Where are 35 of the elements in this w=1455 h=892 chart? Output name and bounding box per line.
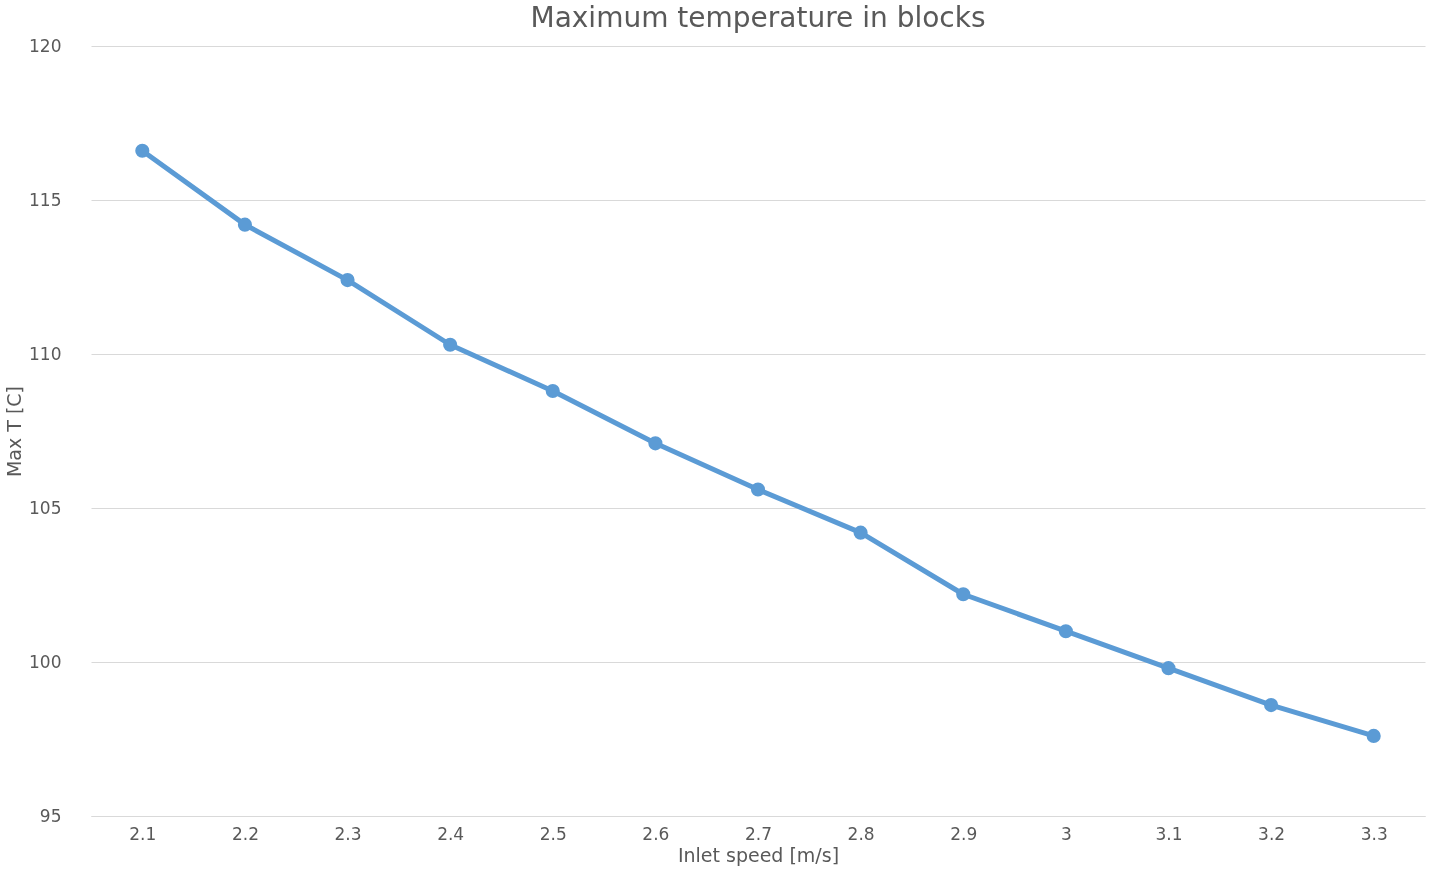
x-tick-label: 3.1 xyxy=(1155,823,1183,844)
y-tick-label: 100 xyxy=(29,651,62,672)
x-tick-label: 2.9 xyxy=(950,823,978,844)
point xyxy=(1058,624,1073,639)
point xyxy=(853,525,868,540)
y-tick-label: 120 xyxy=(29,35,62,56)
x-tick-label: 2.8 xyxy=(847,823,875,844)
y-axis-title: Max T [C] xyxy=(3,385,26,478)
y-tick-label: 115 xyxy=(29,189,62,210)
point xyxy=(1264,698,1279,713)
y-tick-label: 110 xyxy=(29,343,62,364)
x-tick-label: 2.3 xyxy=(334,823,362,844)
point xyxy=(750,482,766,497)
y-tick-label: 95 xyxy=(39,805,62,826)
x-axis-title: Inlet speed [m/s] xyxy=(677,843,840,866)
x-tick-label: 3 xyxy=(1060,823,1072,844)
x-tick-label: 2.4 xyxy=(437,823,465,844)
point xyxy=(648,436,663,451)
x-tick-label: 2.1 xyxy=(129,823,157,844)
y-tick-label: 105 xyxy=(29,497,62,518)
point xyxy=(1366,728,1381,743)
x-tick-label: 2.7 xyxy=(744,823,773,844)
point xyxy=(956,587,971,602)
x-tick-label: 2.2 xyxy=(231,823,259,844)
point xyxy=(443,337,458,352)
point xyxy=(545,383,560,399)
point xyxy=(135,143,150,158)
point xyxy=(237,217,252,232)
x-tick-label: 2.6 xyxy=(642,823,670,844)
chart-title: Maximum temperature in blocks xyxy=(530,1,986,34)
point xyxy=(1161,661,1176,676)
x-tick-label: 2.5 xyxy=(539,823,567,844)
point xyxy=(340,273,355,288)
x-tick-label: 3.2 xyxy=(1258,823,1286,844)
x-tick-label: 3.3 xyxy=(1360,823,1388,844)
